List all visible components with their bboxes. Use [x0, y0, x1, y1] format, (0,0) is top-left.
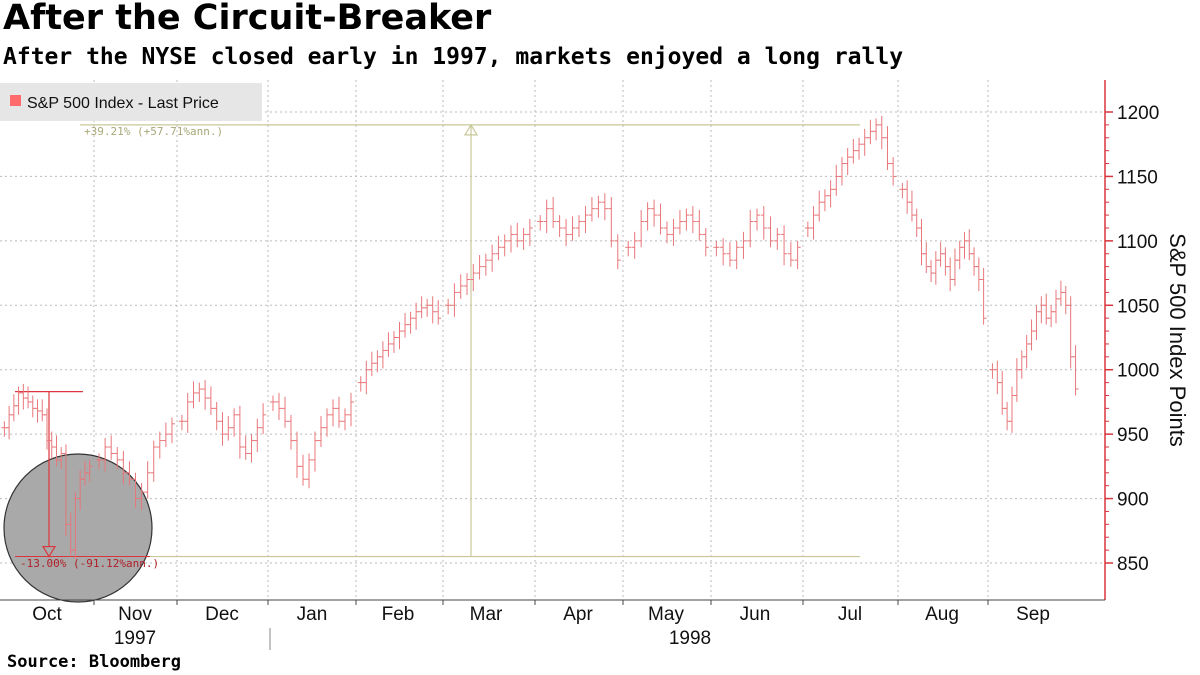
x-tick-label: Jun	[740, 604, 771, 625]
grid-layer	[0, 80, 1105, 600]
x-tick-label: Feb	[382, 604, 415, 625]
annotation-layer: +39.21% (+57.71%ann.) -13.00% (-91.12%ann…	[3, 123, 860, 603]
max-annotation-label: +39.21% (+57.71%ann.)	[84, 125, 223, 138]
x-tick-label: Dec	[205, 604, 239, 625]
arrow-up-icon	[463, 123, 479, 136]
x-tick-label: Jul	[838, 604, 862, 625]
legend-label: S&P 500 Index - Last Price	[27, 95, 219, 112]
price-series	[1, 115, 1079, 560]
y-tick-label: 900	[1117, 490, 1149, 511]
y-tick-label: 1050	[1117, 296, 1159, 317]
legend: S&P 500 Index - Last Price	[0, 83, 262, 121]
y-axis-label: S&P 500 Index Points	[1165, 233, 1190, 447]
y-tick-label: 850	[1117, 554, 1149, 575]
chart-title: After the Circuit-Breaker	[3, 0, 492, 38]
y-tick-label: 950	[1117, 425, 1149, 446]
highlight-circle	[3, 453, 153, 603]
x-tick-label: Apr	[563, 604, 593, 625]
y-tick-label: 1150	[1117, 167, 1158, 188]
x-tick-label: Aug	[925, 604, 959, 625]
legend-box	[0, 83, 262, 121]
legend-swatch	[10, 95, 21, 106]
chart-subtitle: After the NYSE closed early in 1997, mar…	[3, 44, 904, 70]
x-tick-label: Sep	[1016, 604, 1050, 625]
y-tick-label: 1100	[1117, 232, 1158, 253]
x-tick-label: Mar	[470, 604, 503, 625]
y-tick-label: 1000	[1117, 361, 1159, 382]
year-label: 1998	[669, 628, 711, 649]
x-tick-label: Oct	[32, 604, 62, 625]
x-tick-label: Jan	[297, 604, 328, 625]
x-tick-label: Nov	[118, 604, 152, 625]
year-label: 1997	[114, 628, 156, 649]
y-tick-label: 1200	[1117, 103, 1159, 124]
min-annotation-label: -13.00% (-91.12%ann.)	[20, 557, 159, 570]
x-tick-label: May	[648, 604, 684, 625]
axis-layer: 850 900 950 1000 1050 1100 1150 1200 Oct Nov Dec Ja…	[0, 80, 1159, 650]
source-note: Source: Bloomberg	[7, 652, 181, 672]
arrow-down-icon	[41, 545, 57, 558]
